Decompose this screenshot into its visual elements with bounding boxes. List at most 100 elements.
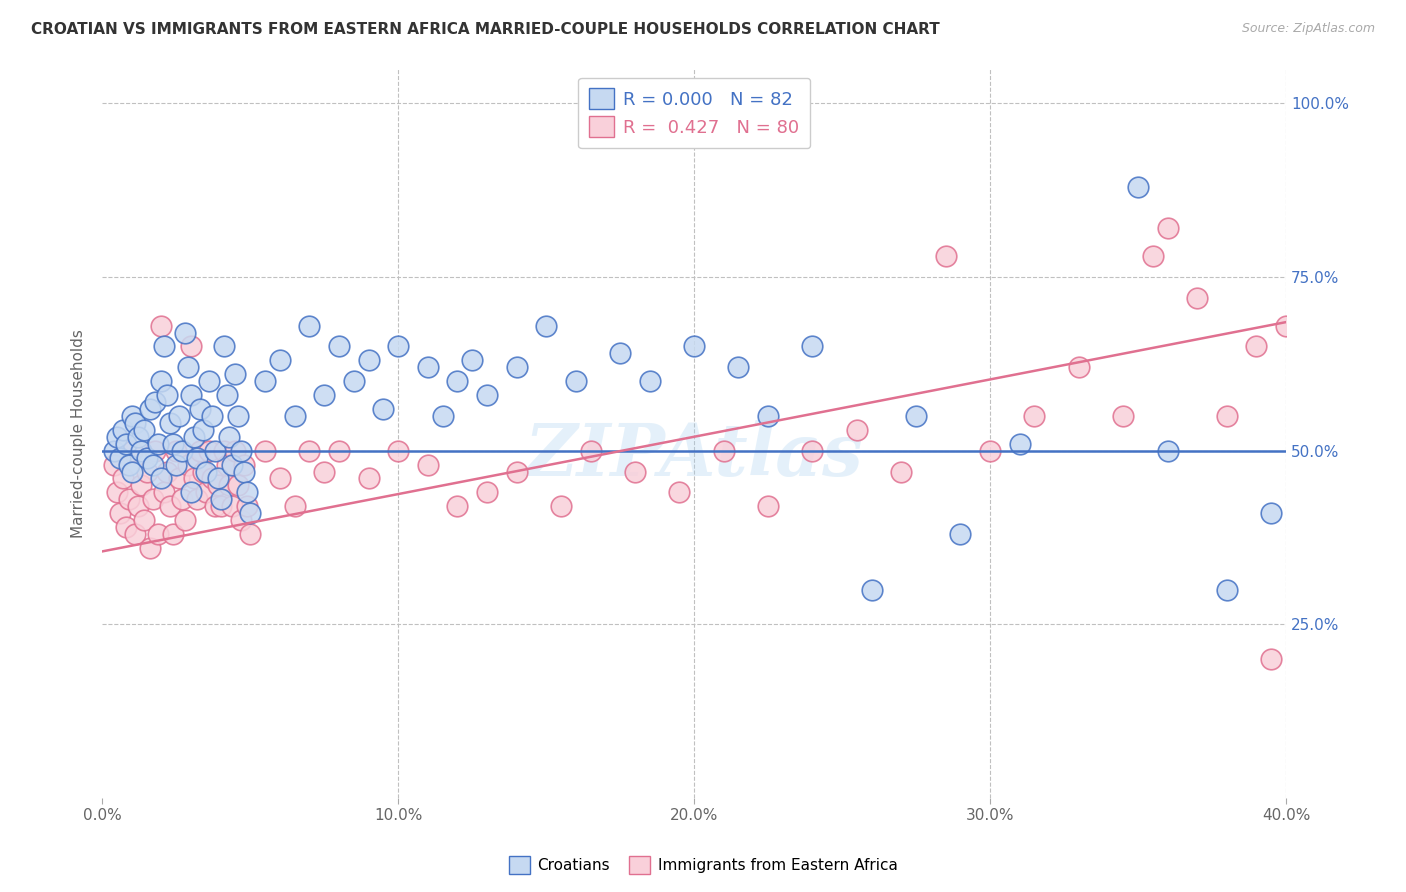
Point — [108, 450, 131, 465]
Point — [228, 478, 250, 492]
Point — [124, 527, 146, 541]
Point — [207, 471, 229, 485]
Point — [180, 485, 202, 500]
Point — [1216, 582, 1239, 597]
Point — [209, 492, 232, 507]
Legend: Croatians, Immigrants from Eastern Africa: Croatians, Immigrants from Eastern Afric… — [502, 850, 904, 880]
Point — [357, 353, 380, 368]
Point — [150, 318, 173, 333]
Point — [387, 443, 409, 458]
Point — [105, 430, 128, 444]
Point — [236, 500, 259, 514]
Point — [416, 360, 439, 375]
Point — [298, 318, 321, 333]
Point — [132, 513, 155, 527]
Point — [121, 465, 143, 479]
Point — [135, 450, 157, 465]
Point — [253, 443, 276, 458]
Point — [505, 360, 527, 375]
Point — [129, 478, 152, 492]
Point — [328, 339, 350, 353]
Point — [683, 339, 706, 353]
Point — [162, 436, 184, 450]
Point — [609, 346, 631, 360]
Point — [167, 409, 190, 423]
Point — [111, 423, 134, 437]
Point — [253, 374, 276, 388]
Point — [221, 458, 243, 472]
Point — [224, 368, 246, 382]
Point — [905, 409, 928, 423]
Point — [935, 249, 957, 263]
Point — [1156, 443, 1178, 458]
Point — [1246, 339, 1268, 353]
Point — [1008, 436, 1031, 450]
Point — [165, 458, 187, 472]
Point — [127, 430, 149, 444]
Point — [949, 527, 972, 541]
Point — [103, 458, 125, 472]
Point — [284, 409, 307, 423]
Point — [148, 527, 170, 541]
Point — [756, 500, 779, 514]
Point — [191, 423, 214, 437]
Point — [432, 409, 454, 423]
Point — [1275, 318, 1298, 333]
Point — [1024, 409, 1046, 423]
Point — [314, 465, 336, 479]
Point — [124, 416, 146, 430]
Point — [239, 506, 262, 520]
Point — [890, 465, 912, 479]
Point — [165, 443, 187, 458]
Point — [174, 513, 197, 527]
Point — [233, 465, 256, 479]
Point — [150, 374, 173, 388]
Point — [845, 423, 868, 437]
Point — [1185, 291, 1208, 305]
Point — [1112, 409, 1135, 423]
Point — [180, 339, 202, 353]
Point — [162, 527, 184, 541]
Point — [801, 339, 824, 353]
Point — [191, 465, 214, 479]
Point — [231, 443, 253, 458]
Point — [177, 360, 200, 375]
Point — [121, 443, 143, 458]
Point — [108, 506, 131, 520]
Point — [550, 500, 572, 514]
Text: CROATIAN VS IMMIGRANTS FROM EASTERN AFRICA MARRIED-COUPLE HOUSEHOLDS CORRELATION: CROATIAN VS IMMIGRANTS FROM EASTERN AFRI… — [31, 22, 939, 37]
Point — [564, 374, 586, 388]
Point — [1216, 409, 1239, 423]
Point — [201, 409, 224, 423]
Point — [118, 458, 141, 472]
Point — [153, 339, 176, 353]
Point — [197, 443, 219, 458]
Point — [159, 500, 181, 514]
Point — [183, 430, 205, 444]
Point — [183, 471, 205, 485]
Point — [215, 388, 238, 402]
Point — [186, 492, 208, 507]
Point — [343, 374, 366, 388]
Text: ZIPAtlas: ZIPAtlas — [524, 419, 863, 491]
Point — [121, 409, 143, 423]
Point — [153, 485, 176, 500]
Point — [1142, 249, 1164, 263]
Point — [156, 465, 179, 479]
Point — [118, 492, 141, 507]
Point — [111, 471, 134, 485]
Point — [141, 492, 163, 507]
Point — [127, 500, 149, 514]
Point — [373, 401, 395, 416]
Point — [387, 339, 409, 353]
Point — [135, 465, 157, 479]
Point — [1260, 506, 1282, 520]
Point — [138, 541, 160, 555]
Point — [668, 485, 690, 500]
Point — [138, 401, 160, 416]
Point — [159, 416, 181, 430]
Point — [298, 443, 321, 458]
Point — [156, 388, 179, 402]
Y-axis label: Married-couple Households: Married-couple Households — [72, 329, 86, 538]
Point — [801, 443, 824, 458]
